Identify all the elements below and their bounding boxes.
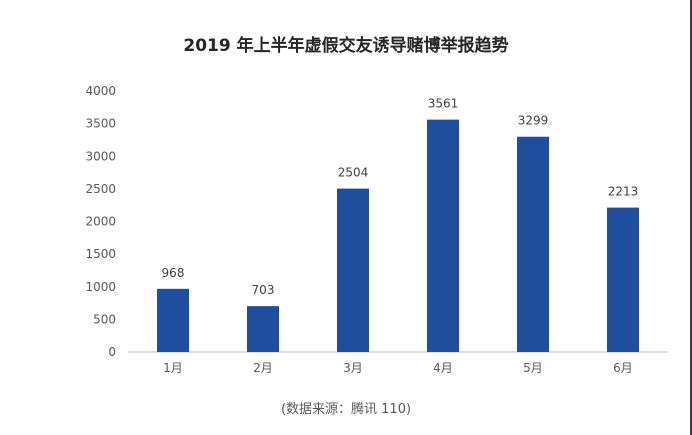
- bars: [157, 119, 639, 353]
- x-tick-label: 6月: [613, 361, 633, 375]
- x-tick-label: 2月: [253, 361, 273, 375]
- y-tick-label: 2500: [85, 182, 116, 196]
- window-edge: [690, 0, 692, 435]
- y-tick-label: 3500: [85, 117, 116, 131]
- data-label: 968: [162, 266, 185, 280]
- data-label: 703: [252, 283, 275, 297]
- x-axis-tick-labels: 1月 2月 3月 4月 5月 6月: [163, 361, 633, 375]
- bar: [427, 119, 459, 353]
- bar: [517, 136, 549, 352]
- x-tick-label: 4月: [433, 361, 453, 375]
- data-label: 2504: [338, 166, 369, 180]
- bar: [607, 207, 639, 352]
- data-label: 3299: [518, 114, 549, 128]
- chart-title: 2019 年上半年虚假交友诱导赌博举报趋势: [183, 36, 509, 56]
- data-label: 2213: [608, 185, 639, 199]
- y-tick-label: 1500: [85, 247, 116, 261]
- y-tick-label: 4000: [85, 84, 116, 98]
- data-labels: 968 703 2504 3561 3299 2213: [162, 97, 639, 297]
- data-label: 3561: [428, 97, 459, 111]
- y-tick-label: 0: [108, 345, 116, 359]
- bar: [157, 288, 189, 352]
- y-tick-label: 2000: [85, 215, 116, 229]
- y-axis-tick-labels: 0 500 1000 1500 2000 2500 3000 3500 4000: [85, 84, 116, 359]
- bar: [247, 306, 279, 352]
- x-tick-label: 5月: [523, 361, 543, 375]
- y-tick-label: 500: [93, 312, 116, 326]
- x-tick-label: 3月: [343, 361, 363, 375]
- y-tick-label: 3000: [85, 149, 116, 163]
- data-source-note: (数据来源：腾讯 110): [280, 402, 412, 417]
- y-tick-label: 1000: [85, 280, 116, 294]
- x-tick-label: 1月: [163, 361, 183, 375]
- bar: [337, 188, 369, 352]
